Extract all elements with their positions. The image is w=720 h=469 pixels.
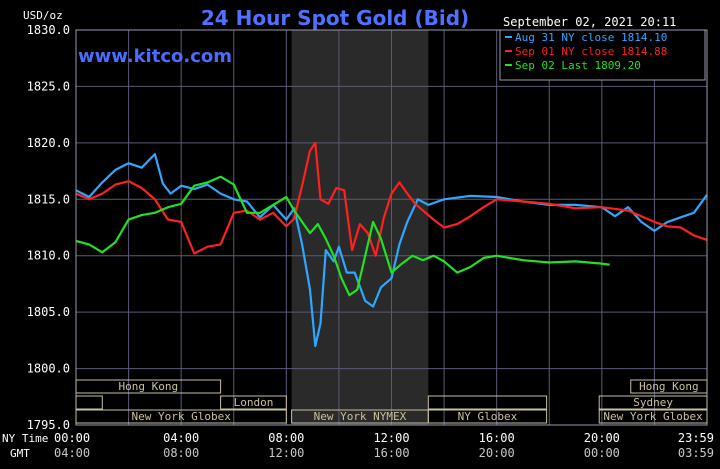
x-tick-labels: NY TimeGMT00:0004:0004:0008:0008:0012:00… [2,431,714,460]
x-tick-label-gmt: 08:00 [163,446,199,460]
x-row-label-ny: NY Time [2,432,48,445]
x-tick-label-gmt: 20:00 [479,446,515,460]
x-tick-label-ny: 04:00 [163,431,199,445]
session-label: Sydney [633,396,673,409]
x-tick-label-gmt: 04:00 [54,446,90,460]
session-box [630,379,708,394]
x-tick-label-gmt: 16:00 [373,446,409,460]
session-label: New York NYMEX [314,410,407,423]
x-tick-label-ny: 08:00 [268,431,304,445]
y-tick-label: 1830.0 [27,23,70,37]
session-label: New York Globex [131,410,231,423]
legend-entry: Sep 02 Last 1809.20 [515,59,641,72]
x-tick-label-ny: 20:00 [584,431,620,445]
x-tick-label-gmt: 00:00 [584,446,620,460]
x-tick-label-gmt: 03:59 [678,446,714,460]
x-row-label-gmt: GMT [10,447,30,460]
session-label: Hong Kong [639,380,699,393]
x-tick-label-ny: 16:00 [479,431,515,445]
x-tick-label-ny: 23:59 [678,431,714,445]
x-tick-label-ny: 12:00 [373,431,409,445]
legend-entry: Aug 31 NY close 1814.10 [515,31,667,44]
session-label: Hong Kong [118,380,178,393]
y-tick-label: 1805.0 [27,305,70,319]
series-line-1 [75,153,708,348]
x-tick-label-gmt: 12:00 [268,446,304,460]
y-tick-labels: 1830.0 1825.0 1820.0 1815.0 1810.0 1805.0 1800… [27,23,70,432]
y-tick-label: 1800.0 [27,362,70,376]
y-axis-label: USD/oz [23,9,63,22]
session-box [427,409,548,424]
watermark: www.kitco.com [78,46,232,67]
session-box [598,409,708,424]
series-line-2 [75,141,708,257]
session-box [75,409,287,424]
series-line-3 [75,175,610,297]
y-tick-label: 1815.0 [27,192,70,206]
chart-title: 24 Hour Spot Gold (Bid) [201,6,469,30]
session-empty-box [427,395,548,410]
timestamp: September 02, 2021 20:11 [503,15,676,29]
session-box [598,395,708,410]
legend-entry: Sep 01 NY close 1814.88 [515,45,667,58]
session-label: New York Globex [603,410,703,423]
y-tick-label: 1810.0 [27,249,70,263]
series-layer [75,141,708,348]
plot-frame [75,29,708,426]
session-label: London [234,396,274,409]
y-tick-label: 1825.0 [27,79,70,93]
y-tick-label: 1820.0 [27,136,70,150]
session-empty-box [75,395,103,410]
session-box [75,379,222,394]
y-tick-label: 1795.0 [27,418,70,432]
x-tick-label-ny: 00:00 [54,431,90,445]
legend-box [499,29,706,81]
session-label: NY Globex [458,410,518,423]
session-box [220,395,287,410]
